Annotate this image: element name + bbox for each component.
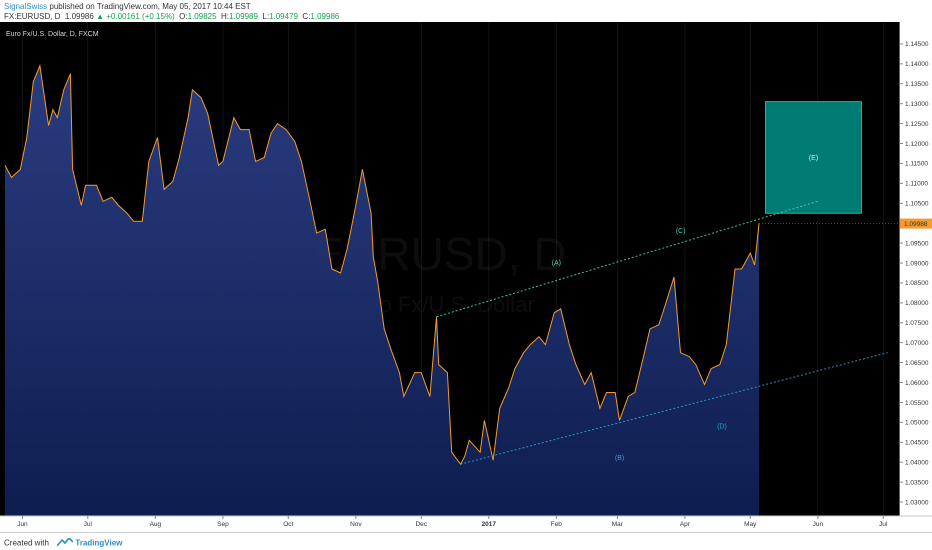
- last-price: 1.09986: [64, 12, 94, 21]
- time-axis[interactable]: [0, 517, 932, 532]
- price-tick-label: 1.08000: [905, 300, 929, 307]
- time-tick-label: Feb: [551, 521, 563, 528]
- high-label: H:: [221, 12, 229, 21]
- time-tick-label: Jul: [84, 521, 93, 528]
- wave-label: (B): [615, 455, 624, 462]
- price-tick-label: 1.12000: [905, 141, 929, 148]
- change-arrow-icon: ▲: [96, 12, 104, 21]
- author-link[interactable]: SignalSwiss: [4, 2, 48, 11]
- tradingview-logo-icon: [56, 536, 74, 549]
- time-tick-label: Jun: [813, 521, 824, 528]
- tradingview-brand[interactable]: TradingView: [75, 538, 123, 548]
- wave-label: (A): [552, 260, 561, 267]
- last-price-badge-text: 1.09988: [904, 221, 928, 228]
- upper-channel-line: [436, 200, 818, 318]
- price-tick-label: 1.08500: [905, 280, 929, 287]
- price-tick-label: 1.12500: [905, 121, 929, 128]
- price-tick-label: 1.07000: [905, 340, 929, 347]
- last-price-badge-bg: [900, 218, 932, 229]
- price-tick-label: 1.13000: [905, 101, 929, 108]
- price-tick-label: 1.05000: [905, 420, 929, 427]
- close-value: 1.09986: [310, 12, 340, 21]
- price-tick-label: 1.14000: [905, 61, 929, 68]
- price-tick-label: 1.09500: [905, 240, 929, 247]
- low-value: 1.09479: [269, 12, 298, 21]
- low-label: L:: [262, 12, 270, 21]
- price-tick-label: 1.13500: [905, 81, 929, 88]
- time-tick-label: Dec: [415, 521, 427, 528]
- price-tick-label: 1.04000: [905, 460, 929, 467]
- wave-label: (C): [676, 228, 686, 235]
- publish-line: SignalSwiss published on TradingView.com…: [4, 2, 251, 11]
- time-tick-label: Apr: [680, 521, 691, 528]
- time-tick-label: Nov: [350, 521, 362, 528]
- last-price-badge: 1.09988: [759, 218, 932, 229]
- symbol-label: FX:EURUSD, D: [4, 12, 61, 21]
- wave-annotations: (E) (A) (C) (B) (D): [436, 101, 888, 465]
- price-tick-label: 1.10500: [905, 201, 929, 208]
- time-tick-label: Mar: [612, 521, 624, 528]
- price-tick-label: 1.06500: [905, 360, 929, 367]
- price-area-fill: [5, 65, 759, 516]
- price-tick-label: 1.09000: [905, 260, 929, 267]
- high-value: 1.09989: [229, 12, 258, 21]
- price-tick-label: 1.11000: [905, 181, 928, 188]
- price-tick-label: 1.03500: [905, 479, 929, 486]
- target-zone-box: [765, 101, 862, 214]
- price-chart[interactable]: EURUSD, D Euro Fx/U.S. Dollar (E)(A)(C)(…: [0, 22, 932, 532]
- change-value: +0.00161 (+0.15%): [106, 12, 175, 21]
- price-tick-label: 1.06000: [905, 380, 929, 387]
- chart-header: SignalSwiss published on TradingView.com…: [0, 0, 932, 22]
- wave-label: (D): [717, 423, 727, 430]
- price-tick-label: 1.07500: [905, 320, 929, 327]
- price-line[interactable]: [4, 63, 760, 466]
- price-tick-label: 1.05500: [905, 400, 929, 407]
- open-value: 1.09825: [187, 12, 217, 21]
- price-axis[interactable]: [900, 22, 932, 532]
- time-tick-label: Sep: [217, 521, 229, 528]
- time-tick-label: Jul: [879, 521, 888, 528]
- time-tick-label: Aug: [150, 521, 162, 528]
- close-label: C:: [302, 12, 311, 21]
- price-tick-label: 1.14500: [905, 41, 929, 48]
- time-tick-label: 2017: [482, 521, 497, 528]
- ohlc-line: FX:EURUSD, D 1.09986 ▲ +0.00161 (+0.15%)…: [4, 12, 339, 21]
- price-tick-label: 1.03000: [905, 499, 929, 506]
- time-axis-ticks: Jun Jul Aug Sep Oct Nov Dec 2017 Feb Mar Apr May Jun…: [17, 516, 888, 528]
- pane-title: Euro Fx/U.S. Dollar, D, FXCM: [6, 31, 99, 38]
- footer: Created with TradingView: [0, 532, 932, 550]
- target-zone-label: (E): [809, 155, 818, 162]
- lower-channel-line: [460, 352, 888, 465]
- price-tick-label: 1.04500: [905, 440, 929, 447]
- open-label: O:: [179, 12, 188, 21]
- time-tick-label: May: [744, 521, 757, 528]
- published-text: published on TradingView.com, May 05, 20…: [49, 2, 251, 11]
- price-tick-label: 1.11500: [905, 161, 928, 168]
- time-tick-label: Jun: [17, 521, 28, 528]
- time-tick-label: Oct: [283, 521, 293, 528]
- created-with-text: Created with: [4, 538, 49, 548]
